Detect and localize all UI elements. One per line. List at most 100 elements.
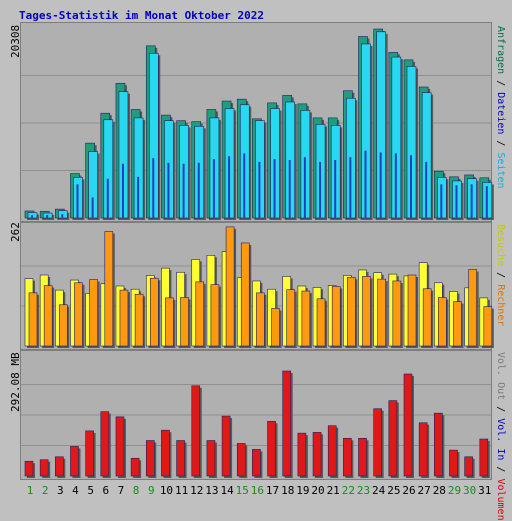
bar-rechner [438,297,447,347]
bar-volumen [479,438,489,477]
day-label: 7 [117,484,125,497]
bar-volumen [418,422,428,477]
day-label: 28 [432,484,446,497]
legend-entry: Vol. In [495,418,506,461]
bar-volumen [373,408,382,477]
bar-rechner [240,242,250,347]
bar-volumen [145,440,155,477]
bar-rechner [74,282,83,347]
bar-seiten [152,158,155,218]
day-label: 21 [326,484,340,497]
bar-rechner [422,288,432,347]
bar-seiten [167,162,170,218]
bar-seiten [319,161,322,218]
bar-seiten [334,159,337,218]
bar-seiten [76,184,79,218]
bar-volumen [449,449,458,477]
bar-seiten [121,163,124,218]
day-label: 1 [26,484,34,497]
day-label: 19 [296,484,310,497]
bar-rechner [453,301,462,347]
day-label: 9 [147,484,155,497]
day-label: 8 [132,484,140,497]
bar-volumen [297,432,307,477]
bar-seiten [440,184,443,218]
legend-entry: / [495,460,506,479]
bar-volumen [85,430,94,477]
bar-rechner [43,285,53,347]
day-label: 18 [281,484,295,497]
bar-seiten [61,214,64,218]
bar-rechner [301,290,311,347]
day-label: 26 [402,484,416,497]
bar-volumen [221,415,231,477]
bar-seiten [470,184,473,218]
bar-volumen [206,440,216,477]
bar-rechner [362,276,371,347]
legend-entry: / [495,134,506,153]
legend-entry: Rechner [495,284,506,327]
day-label: 16 [250,484,265,497]
bar-volumen [236,443,246,477]
day-label: 15 [235,484,249,497]
bar-volumen [100,411,110,477]
day-label: 25 [387,484,401,497]
bar-rechner [59,304,68,347]
bar-seiten [243,153,246,218]
bar-rechner [377,278,386,347]
day-label: 27 [417,484,431,497]
page-title: Tages-Statistik im Monat Oktober 2022 [19,9,265,22]
bar-rechner [210,284,220,347]
legend-entry: Anfragen [495,26,506,75]
bar-volumen [252,449,261,477]
bar-rechner [225,226,235,347]
day-label: 17 [265,484,280,497]
bar-volumen [55,456,64,477]
bar-seiten [349,157,352,218]
bar-rechner [256,292,265,347]
bar-seiten [212,159,215,218]
legend-entry: / [495,400,506,419]
bar-volumen [312,432,322,477]
day-label: 30 [463,484,477,497]
day-label: 10 [159,484,174,497]
bar-seiten [455,185,458,218]
day-label: 20 [311,484,325,497]
day-label: 3 [57,484,64,497]
bar-volumen [39,459,49,477]
bar-chart-svg [21,28,494,478]
bar-volumen [358,437,367,477]
bar-rechner [331,286,341,347]
bar-seiten [91,197,94,218]
bar-rechner [271,308,280,347]
bar-rechner [468,269,477,347]
day-label: 2 [41,484,49,497]
y-max-label-volume: 292.08 MB [9,352,22,412]
bar-volumen [327,425,337,477]
bar-volumen [161,429,170,477]
bar-rechner [347,276,356,347]
day-label: 14 [220,484,234,497]
y-max-label-requests: 20308 [9,24,22,58]
legend-requests: Anfragen / Dateien / Seiten [495,26,506,189]
day-label: 4 [72,484,79,497]
bar-seiten [410,155,412,218]
day-label: 12 [190,484,204,497]
bar-volumen [464,456,473,477]
bar-rechner [180,297,189,347]
bar-rechner [28,292,38,347]
bar-seiten [379,152,382,218]
bar-seiten [106,178,109,218]
legend-volume: Vol. Out / Vol. In / Volumen [495,352,506,521]
legend-entry: Seiten [495,152,506,189]
bar-volumen [130,457,140,477]
legend-visits: Besuche / Rechner [495,224,506,326]
bar-seiten [137,176,140,218]
bar-volumen [282,370,292,477]
bar-volumen [191,385,201,477]
bar-seiten [258,161,261,218]
bar-volumen [176,440,185,477]
bar-rechner [134,293,144,347]
bar-volumen [388,400,398,477]
bar-rechner [165,297,174,347]
